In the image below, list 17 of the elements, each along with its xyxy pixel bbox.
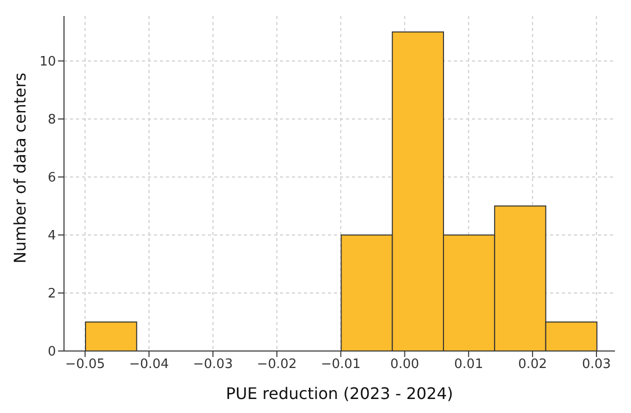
- y-axis-title: Number of data centers: [10, 72, 30, 264]
- x-tick-label: 0.01: [454, 357, 484, 372]
- x-tick-label: −0.02: [256, 357, 297, 372]
- y-tick-label: 6: [48, 170, 56, 186]
- x-tick-label: −0.03: [193, 357, 233, 372]
- y-tick-label: 2: [48, 286, 56, 302]
- x-tick-label: −0.04: [129, 357, 169, 372]
- x-axis-title: PUE reduction (2023 - 2024): [226, 384, 454, 403]
- x-tick-label: 0.02: [518, 357, 548, 372]
- x-tick-label: −0.01: [320, 357, 361, 372]
- x-tick-label: 0.03: [582, 357, 611, 372]
- y-tick-label: 8: [48, 112, 56, 128]
- y-tick-label: 0: [48, 344, 56, 360]
- x-tick-label: 0.00: [390, 357, 420, 372]
- y-tick-label: 10: [39, 54, 56, 70]
- y-tick-label: 4: [48, 228, 56, 244]
- x-tick-label: −0.05: [65, 357, 106, 372]
